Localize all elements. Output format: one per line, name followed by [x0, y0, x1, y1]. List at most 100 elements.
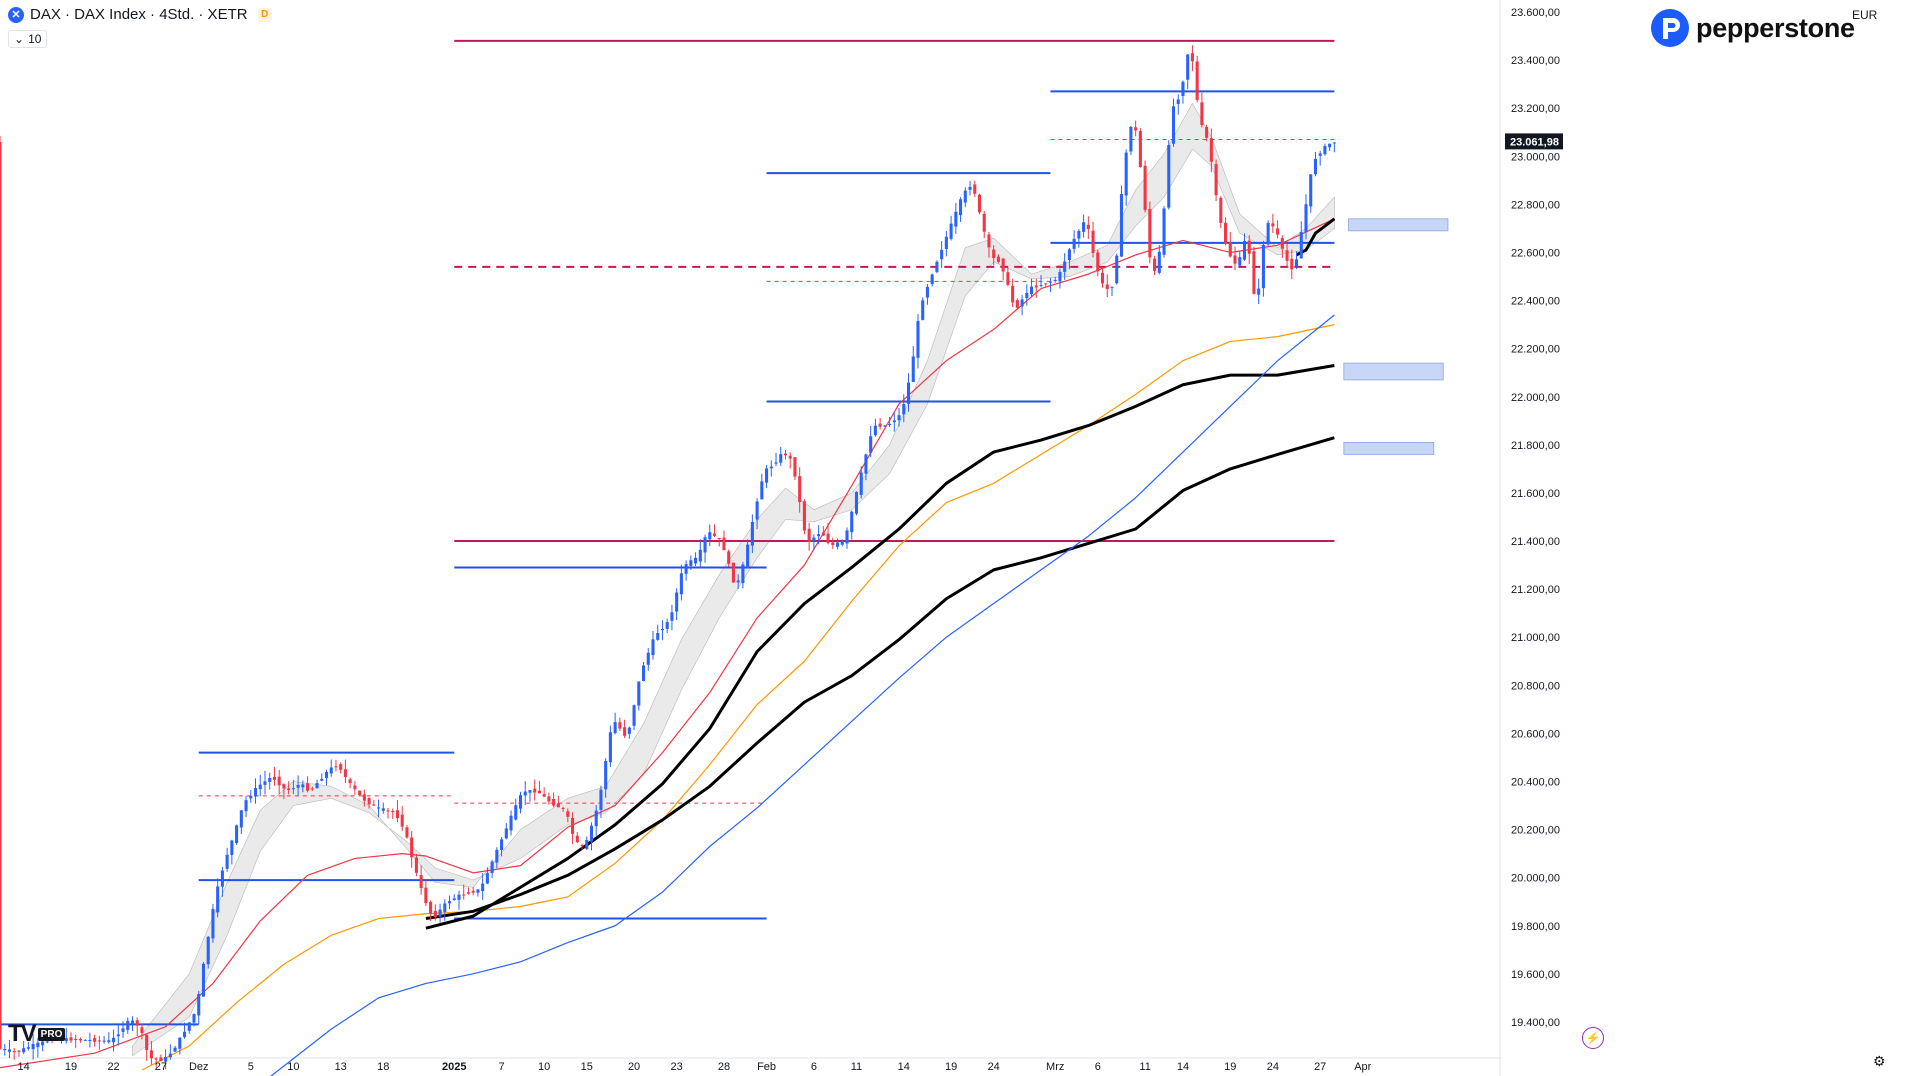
candle-body: [982, 213, 986, 232]
candle-body: [992, 249, 996, 259]
candle-body: [334, 766, 338, 768]
candle-body: [197, 994, 201, 1016]
candle-body: [1153, 258, 1157, 271]
candle-body: [821, 532, 825, 536]
candle-body: [3, 1048, 7, 1051]
candle-body: [391, 810, 395, 813]
candle-body: [1304, 204, 1308, 233]
candle-body: [769, 466, 773, 469]
x-tick-label: 27: [1314, 1061, 1326, 1073]
chevron-down-icon[interactable]: ⌄: [14, 32, 25, 46]
candle-body: [377, 807, 381, 809]
candle-body: [1025, 292, 1029, 299]
candle-body: [1238, 257, 1242, 266]
x-tick-label: 19: [65, 1061, 77, 1073]
candle-body: [362, 794, 366, 801]
candle-body: [1072, 238, 1076, 249]
tradingview-logo[interactable]: TV PRO: [8, 1020, 66, 1048]
candle-body: [1134, 127, 1138, 131]
lightning-icon[interactable]: ⚡: [1582, 1027, 1604, 1049]
candle-body: [500, 839, 504, 851]
candle-body: [523, 791, 527, 796]
candle-body: [287, 788, 291, 791]
candle-body: [121, 1028, 125, 1032]
y-tick-label: 19.600,00: [1511, 969, 1560, 981]
zone-box-0[interactable]: [1348, 218, 1449, 232]
ema-line-0: [0, 218, 1335, 1069]
candle-body: [542, 794, 546, 797]
candle-body: [159, 1057, 163, 1062]
candle-body: [471, 890, 475, 893]
candle-body: [689, 560, 693, 566]
x-tick-label: 20: [628, 1061, 640, 1073]
brand-logo: pepperstone: [1650, 8, 1855, 48]
candle-body: [755, 501, 759, 520]
candle-body: [1148, 208, 1152, 258]
candle-body: [1224, 222, 1228, 244]
candle-body: [1186, 54, 1190, 80]
candle-body: [1332, 142, 1336, 144]
candle-body: [528, 790, 532, 793]
ema-line-1: [141, 324, 1335, 1071]
candle-body: [1006, 272, 1010, 285]
x-tick-label: 10: [287, 1061, 299, 1073]
candle-body: [1044, 283, 1048, 285]
candle-body: [916, 321, 920, 358]
candle-body: [225, 854, 229, 869]
candle-body: [1280, 237, 1284, 249]
x-tick-label: 10: [538, 1061, 550, 1073]
x-tick-label: Apr: [1354, 1061, 1371, 1073]
candle-body: [272, 776, 276, 780]
candle-body: [26, 1047, 30, 1049]
candle-body: [930, 274, 934, 285]
x-tick-label: 14: [898, 1061, 910, 1073]
zone-box-2[interactable]: [1343, 442, 1435, 455]
candle-body: [1053, 279, 1057, 281]
gear-icon[interactable]: ⚙: [1873, 1053, 1886, 1069]
currency-label[interactable]: EUR: [1852, 8, 1878, 22]
candle-body: [490, 861, 494, 874]
candle-body: [112, 1037, 116, 1043]
x-tick-label: 7: [499, 1061, 505, 1073]
x-tick-label: 18: [377, 1061, 389, 1073]
last-price-badge: [1505, 133, 1563, 150]
symbol-legend[interactable]: ✕ DAX · DAX Index · 4Std. · XETR D: [8, 6, 272, 23]
x-tick-label: 11: [1139, 1061, 1150, 1073]
candle-body: [116, 1034, 120, 1037]
x-axis[interactable]: 14 19 22 27 Dez 5 10 13 18 2025 7 10 15 20 23 28 Feb 6 11 1…: [18, 1061, 1372, 1073]
x-tick-label: 23: [671, 1061, 683, 1073]
candle-body: [765, 468, 769, 483]
x-tick-label: Dez: [189, 1061, 209, 1073]
y-axis[interactable]: 23.600,00 23.400,00 23.200,00 23.000,00 22.8…: [1505, 7, 1563, 1029]
candle-body: [552, 798, 556, 806]
zone-box-1[interactable]: [1343, 362, 1444, 381]
candle-body: [466, 892, 470, 894]
candle-body: [154, 1058, 158, 1060]
candle-body: [149, 1050, 153, 1059]
x-tick-label: 14: [18, 1061, 30, 1073]
candle-body: [646, 652, 650, 665]
candle-body: [807, 528, 811, 543]
candle-body: [168, 1053, 172, 1058]
ema-line-4: [270, 314, 1335, 1076]
candle-body: [78, 1038, 82, 1041]
candle-body: [263, 781, 267, 785]
candle-body: [670, 612, 674, 621]
x-tick-label: 15: [581, 1061, 593, 1073]
brand-name: pepperstone: [1696, 12, 1855, 43]
indicator-row[interactable]: ⌄ 10: [8, 30, 48, 48]
candle-body: [783, 453, 788, 456]
candle-body: [1015, 300, 1019, 308]
candle-body: [1309, 174, 1313, 207]
candle-body: [320, 778, 324, 781]
candle-body: [1067, 249, 1071, 260]
candle-body: [343, 769, 347, 778]
candle-body: [22, 1048, 26, 1053]
candle-body: [963, 190, 967, 203]
candle-body: [429, 901, 433, 914]
candle-body: [1285, 250, 1289, 261]
candle-body: [211, 908, 215, 939]
y-tick-label: 22.000,00: [1511, 392, 1560, 404]
candle-body: [585, 840, 589, 849]
